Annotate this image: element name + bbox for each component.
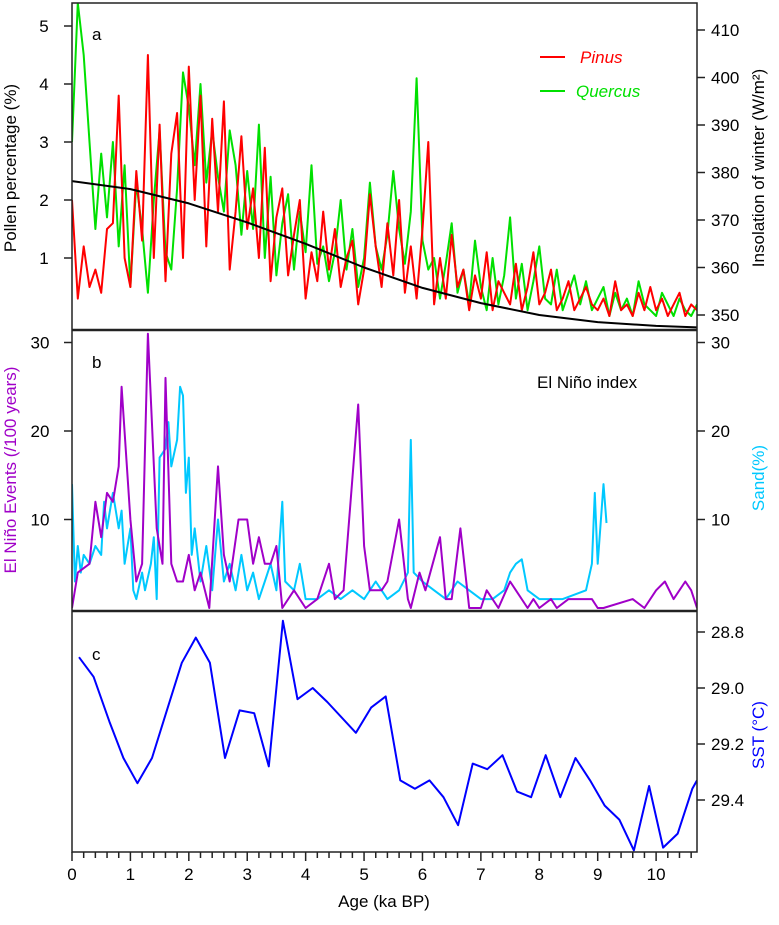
x-tick-label: 0 [67,865,76,884]
panel-a-right-tick-label: 380 [711,164,739,183]
panel-b-right-tick-label: 20 [711,422,730,441]
el-nino-events-line [72,332,697,609]
panel-c-right-tick-label: 29.4 [711,791,744,810]
el-nino-index-annotation: El Niño index [537,373,638,392]
panel-b-y-axis-title: El Niño Events (/100 years) [1,367,20,574]
panel-a-left-tick-label: 3 [39,133,48,152]
panel-a-y2-axis-title: Insolation of winter (W/m²) [749,69,768,267]
x-tick-label: 9 [593,865,602,884]
panel-c-right-tick-label: 29.0 [711,679,744,698]
x-axis-title: Age (ka BP) [338,892,430,911]
x-tick-label: 8 [535,865,544,884]
insolation-line [72,180,697,329]
panel-a-right-tick-label: 390 [711,116,739,135]
panel-b-y2-axis-title: Sand(%) [749,445,768,511]
panel-a-left-tick-label: 5 [39,17,48,36]
legend-pinus-label: Pinus [580,48,623,67]
x-tick-label: 3 [242,865,251,884]
panel-b-right-tick-label: 30 [711,334,730,353]
panel-a-right-tick-label: 400 [711,69,739,88]
panel-b-label: b [92,353,101,372]
x-tick-label: 6 [418,865,427,884]
legend-quercus-label: Quercus [576,82,641,101]
panel-a-right-tick-label: 370 [711,211,739,230]
panel-b-left-tick-label: 20 [31,422,50,441]
x-tick-label: 7 [476,865,485,884]
panel-b-left-tick-label: 30 [31,334,50,353]
panel-b-right-tick-label: 10 [711,511,730,530]
panel-c-y-axis-title: SST (°C) [749,701,768,769]
panel-a-right-tick-label: 410 [711,21,739,40]
panel-a-y-axis-title: Pollen percentage (%) [1,84,20,252]
x-tick-label: 10 [647,865,666,884]
panel-c-label: c [92,645,101,664]
panel-b-left-tick-label: 10 [31,511,50,530]
panel-a-right-tick-label: 350 [711,306,739,325]
panel-c-right-tick-label: 29.2 [711,735,744,754]
panel-a-label: a [92,25,102,44]
sst-line [78,619,697,852]
panel-a-left-tick-label: 1 [39,249,48,268]
x-tick-label: 5 [359,865,368,884]
x-tick-label: 4 [301,865,310,884]
x-tick-label: 1 [126,865,135,884]
x-tick-label: 2 [184,865,193,884]
panel-a-right-tick-label: 360 [711,259,739,278]
panel-a-left-tick-label: 4 [39,75,48,94]
panel-c-right-tick-label: 28.8 [711,623,744,642]
panel-a-left-tick-label: 2 [39,191,48,210]
plot-frame [71,2,698,853]
pinus-line [72,54,697,317]
